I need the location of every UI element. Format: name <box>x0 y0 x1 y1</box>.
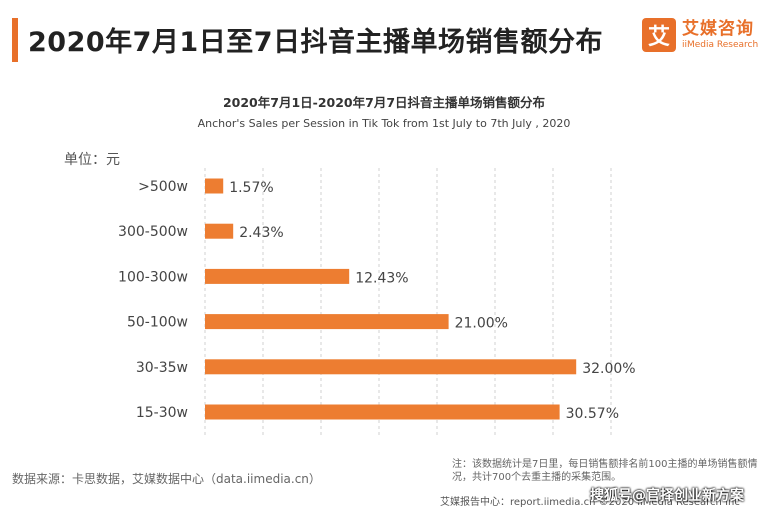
category-label: 300-500w <box>118 224 188 240</box>
brand-name-cn: 艾媒咨询 <box>682 19 754 40</box>
brand-logo: 艾 艾媒咨询 iiMedia Research <box>642 18 758 52</box>
chart-title: 2020年7月1日-2020年7月7日抖音主播单场销售额分布 <box>222 95 546 110</box>
unit-label: 单位：元 <box>64 152 120 168</box>
value-label: 32.00% <box>582 361 635 377</box>
bar <box>205 314 449 330</box>
brand-name-en: iiMedia Research <box>682 39 759 50</box>
data-source: 数据来源：卡思数据，艾媒数据中心（data.iimedia.cn） <box>12 472 321 486</box>
category-label: >500w <box>138 179 188 195</box>
value-label: 2.43% <box>239 225 283 241</box>
page-title: 2020年7月1日至7日抖音主播单场销售额分布 <box>28 27 604 58</box>
category-label: 15-30w <box>136 405 188 421</box>
report-center-text: 艾媒报告中心：report.iimedia.cn ©2020 iiMedia R… <box>440 497 740 508</box>
category-label: 100-300w <box>118 269 188 285</box>
bar <box>205 359 577 375</box>
footnote: 注：该数据统计是7日里，每日销售额排名前100主播的单场销售额情况，共计700个… <box>452 459 758 483</box>
brand-logo-icon: 艾 <box>642 18 676 52</box>
bar <box>205 404 560 420</box>
category-label: 50-100w <box>127 315 188 331</box>
category-label: 30-35w <box>136 360 188 376</box>
value-label: 30.57% <box>566 406 619 422</box>
bar <box>205 223 234 239</box>
value-label: 1.57% <box>229 180 273 196</box>
value-label: 12.43% <box>355 270 408 286</box>
watermark: 搜狐号@官择创业新方案 <box>590 488 744 504</box>
bar <box>205 268 350 284</box>
bar <box>205 178 224 194</box>
value-label: 21.00% <box>455 316 508 332</box>
title-accent-bar <box>12 18 18 62</box>
chart-subtitle: Anchor's Sales per Session in Tik Tok fr… <box>197 117 571 130</box>
